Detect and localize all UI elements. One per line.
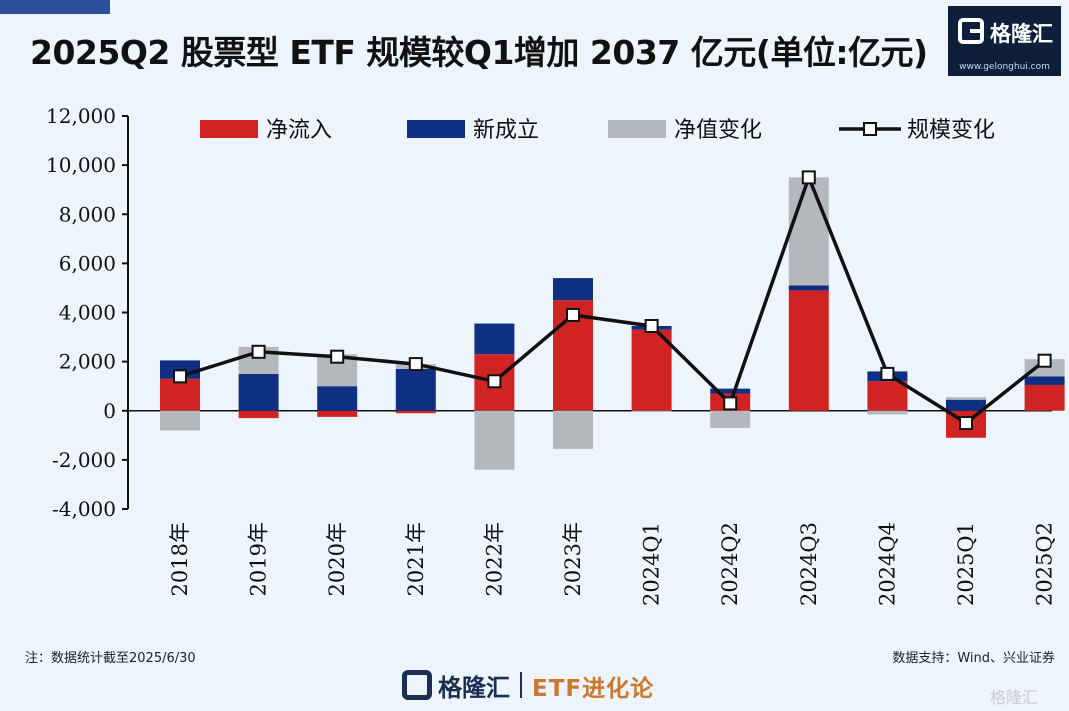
y-tick-label: 4,000 xyxy=(59,301,116,325)
x-tick-label: 2024Q1 xyxy=(640,522,664,606)
footer-tagline: ETF进化论 xyxy=(532,676,655,702)
bar-新成立 xyxy=(474,323,515,355)
y-tick-label: 6,000 xyxy=(59,251,116,275)
legend-swatch xyxy=(407,120,465,138)
y-tick-label: 2,000 xyxy=(59,350,116,374)
corner-watermark: 格隆汇 xyxy=(990,688,1039,707)
footer-logo: 格隆汇 ETF进化论 xyxy=(402,668,687,704)
x-tick-label: 2024Q3 xyxy=(797,522,821,606)
line-point xyxy=(1037,353,1052,368)
bar-净值变化 xyxy=(946,397,986,400)
line-point xyxy=(880,366,895,381)
bar-净流入 xyxy=(1024,384,1065,411)
line-point xyxy=(408,357,423,372)
y-tick-label: 12,000 xyxy=(46,104,116,128)
bar-新成立 xyxy=(946,399,986,411)
bar-净值变化 xyxy=(553,410,593,449)
header-accent-tab xyxy=(0,0,110,14)
bar-新成立 xyxy=(710,388,751,394)
bar-净值变化 xyxy=(710,410,751,428)
x-tick-label: 2019年 xyxy=(247,522,271,596)
legend-swatch xyxy=(200,120,258,138)
bar-净值变化 xyxy=(867,410,908,415)
bar-新成立 xyxy=(1024,376,1065,385)
y-axis: -4,000 -2,000 0 2,000 4,000 6,000 8,000 10,000 1… xyxy=(46,104,1052,521)
bar-净值变化 xyxy=(1024,359,1065,377)
y-tick-label: -2,000 xyxy=(52,448,116,472)
line-point xyxy=(566,307,580,322)
stacked-bar-line-chart: 净流入 新成立 净值变化 规模变化 -4,000 -2,000 0 2,000 4,000 6,… xyxy=(46,104,1065,606)
bar-净值变化 xyxy=(631,410,672,412)
bar-净流入 xyxy=(788,290,829,411)
footer-g-icon xyxy=(402,670,432,700)
line-point xyxy=(251,344,266,359)
bar-新成立 xyxy=(238,373,279,411)
bar-新成立 xyxy=(788,285,829,291)
data-note: 注：数据统计截至2025/6/30 xyxy=(25,651,196,666)
y-tick-label: 8,000 xyxy=(59,202,116,226)
brand-logo: 格隆汇 www.gelonghui.com xyxy=(948,6,1061,76)
line-point xyxy=(487,374,502,389)
line-point xyxy=(644,319,659,334)
bar-净值变化 xyxy=(160,410,200,431)
bar-新成立 xyxy=(317,386,358,411)
y-tick-label: 0 xyxy=(103,399,116,423)
y-tick-label: -4,000 xyxy=(52,497,116,521)
footer-brand-name: 格隆汇 xyxy=(438,674,510,702)
bar-净值变化 xyxy=(474,410,515,470)
bar-layer xyxy=(160,177,1065,470)
line-point xyxy=(330,349,345,364)
logo-url: www.gelonghui.com xyxy=(959,62,1050,72)
bar-净流入 xyxy=(317,410,358,417)
legend-label: 净流入 xyxy=(266,118,332,143)
bar-净流入 xyxy=(867,381,908,411)
line-point xyxy=(173,369,187,384)
data-source: 数据支持：Wind、兴业证券 xyxy=(892,651,1055,666)
line-point xyxy=(959,416,973,431)
x-tick-label: 2025Q1 xyxy=(954,522,978,606)
x-tick-label: 2025Q2 xyxy=(1033,522,1057,606)
x-tick-label: 2024Q2 xyxy=(718,522,742,606)
x-axis-labels: 2018年 2019年 2020年 2021年 2022年 2023年 2024Q1 2024… xyxy=(168,522,1057,606)
line-point xyxy=(723,396,738,411)
legend-label: 新成立 xyxy=(473,118,539,143)
bar-净流入 xyxy=(631,329,672,411)
bar-净流入 xyxy=(160,378,200,411)
bar-新成立 xyxy=(395,368,436,411)
logo-g-icon xyxy=(958,18,984,44)
line-layer xyxy=(173,170,1052,431)
x-tick-label: 2022年 xyxy=(482,522,506,596)
line-规模变化 xyxy=(179,175,1046,425)
y-tick-label: 10,000 xyxy=(46,153,116,177)
legend-label: 规模变化 xyxy=(907,118,995,143)
footer-divider xyxy=(520,672,522,698)
x-tick-label: 2023年 xyxy=(561,522,585,596)
x-tick-label: 2024Q4 xyxy=(875,522,899,606)
line-point xyxy=(801,170,816,185)
chart-legend: 净流入 新成立 净值变化 规模变化 xyxy=(200,118,995,143)
legend-swatch xyxy=(608,120,666,138)
x-tick-label: 2021年 xyxy=(404,522,428,596)
bar-净流入 xyxy=(395,410,436,414)
bar-净值变化 xyxy=(788,177,829,286)
bar-净流入 xyxy=(238,410,279,419)
legend-marker xyxy=(863,122,877,136)
x-tick-label: 2018年 xyxy=(168,522,192,596)
bar-新成立 xyxy=(553,278,593,301)
chart-title: 2025Q2 股票型 ETF 规模较Q1增加 2037 亿元(单位:亿元) xyxy=(30,33,928,72)
legend-label: 净值变化 xyxy=(674,118,762,143)
logo-name: 格隆汇 xyxy=(990,22,1053,46)
x-tick-label: 2020年 xyxy=(325,522,349,596)
